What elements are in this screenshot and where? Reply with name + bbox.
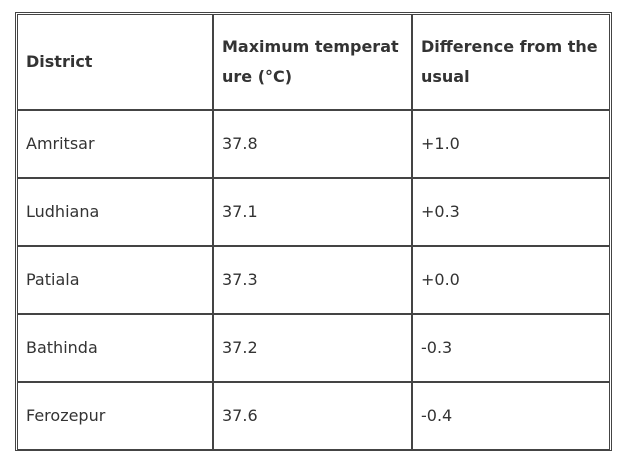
cell-difference: +1.0 [412,110,610,178]
table-row: Patiala 37.3 +0.0 [17,246,610,314]
cell-difference: +0.0 [412,246,610,314]
cell-max-temperature: 37.2 [213,314,412,382]
cell-difference: -0.4 [412,382,610,450]
header-district: District [17,14,213,110]
cell-max-temperature: 37.3 [213,246,412,314]
cell-district: Ferozepur [17,382,213,450]
header-max-temperature: Maximum temperature (°C) [213,14,412,110]
temperature-table: District Maximum temperature (°C) Differ… [17,14,610,450]
cell-district: Ludhiana [17,178,213,246]
temperature-table-frame: District Maximum temperature (°C) Differ… [15,12,612,451]
cell-district: Amritsar [17,110,213,178]
table-header-row: District Maximum temperature (°C) Differ… [17,14,610,110]
table-row: Bathinda 37.2 -0.3 [17,314,610,382]
table-row: Ferozepur 37.6 -0.4 [17,382,610,450]
table-row: Amritsar 37.8 +1.0 [17,110,610,178]
cell-district: Patiala [17,246,213,314]
cell-max-temperature: 37.6 [213,382,412,450]
cell-district: Bathinda [17,314,213,382]
cell-difference: +0.3 [412,178,610,246]
table-row: Ludhiana 37.1 +0.3 [17,178,610,246]
header-difference: Difference from the usual [412,14,610,110]
cell-max-temperature: 37.1 [213,178,412,246]
cell-max-temperature: 37.8 [213,110,412,178]
cell-difference: -0.3 [412,314,610,382]
